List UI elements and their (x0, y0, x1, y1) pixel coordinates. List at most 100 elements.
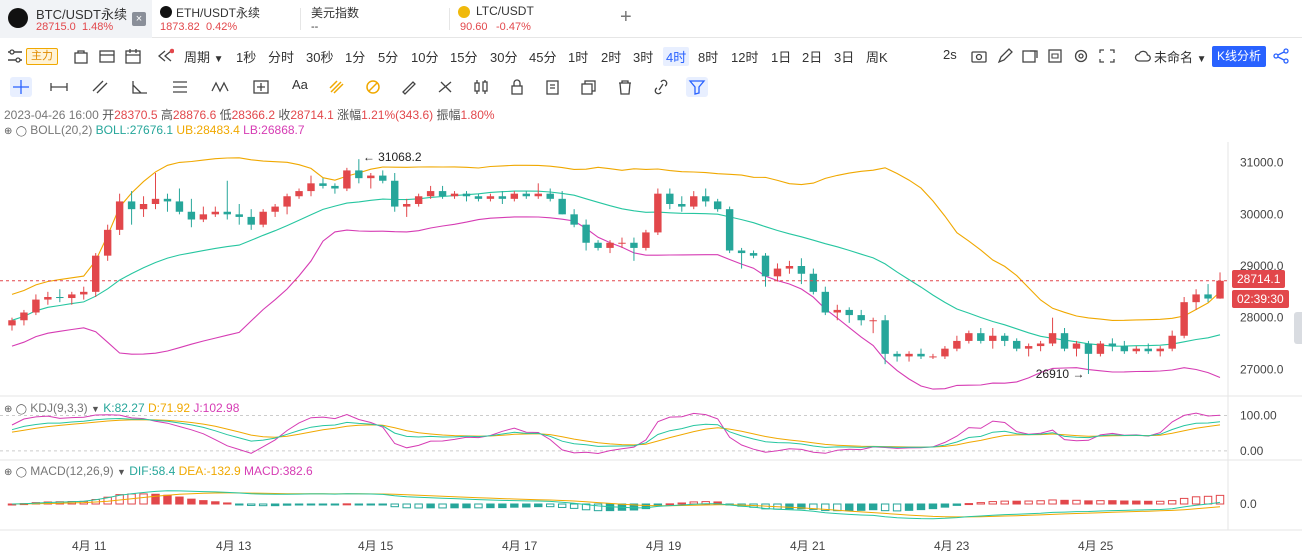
chevron-down-icon[interactable]: ▼ (117, 467, 126, 477)
macd-histogram-bar (569, 503, 579, 509)
period-3h[interactable]: 3时 (633, 50, 654, 65)
chart-area[interactable]: 31000.0 30000.0 29000.0 28000.0 27000.0 ← 310… (0, 102, 1302, 558)
macd-histogram-bar (868, 503, 878, 511)
tab-ltc-usdt[interactable]: LTC/USDT 90.60 -0.47% (450, 0, 600, 38)
parallel-channel-icon[interactable] (91, 79, 109, 95)
period-4h[interactable]: 4时 (663, 47, 690, 66)
tab-usd-index[interactable]: 美元指数 -- (301, 0, 449, 38)
ruler-icon[interactable] (400, 79, 418, 95)
period-timeshare[interactable]: 分时 (268, 50, 295, 65)
close-tab-icon[interactable]: × (132, 12, 146, 26)
period-12h[interactable]: 12时 (731, 50, 759, 65)
collapse-icon[interactable]: ⊕ (4, 126, 13, 137)
bell-icon[interactable]: ◯ (15, 467, 27, 478)
screenshot-icon[interactable] (1046, 48, 1064, 64)
boll-legend[interactable]: ⊕ ◯ BOLL(20,2) BOLL:27676.1 UB:28483.4 L… (4, 123, 305, 137)
kdj-d-line (11, 419, 1221, 448)
refresh-interval[interactable]: 2s (943, 47, 957, 62)
candle-style-icon[interactable] (472, 79, 490, 95)
main-contract-badge[interactable]: 主力 (26, 48, 58, 65)
calendar-icon[interactable] (124, 48, 142, 64)
shopping-bag-icon[interactable] (72, 48, 90, 64)
macd-histogram-bar (390, 503, 399, 508)
filter-icon[interactable] (686, 77, 708, 97)
settings-sliders-icon[interactable] (6, 48, 24, 64)
hide-drawings-icon[interactable] (436, 79, 454, 95)
tab-eth-usdt[interactable]: ETH/USDT永续 1873.82 0.42% (152, 0, 300, 38)
macd-histogram-bar (211, 501, 220, 505)
edit-note-icon[interactable] (544, 79, 562, 95)
kdj-legend[interactable]: ⊕ ◯ KDJ(9,3,3) ▼ K:82.27 D:71.92 J:102.9… (4, 401, 239, 415)
cloud-icon[interactable] (1134, 48, 1152, 64)
period-1s[interactable]: 1秒 (236, 50, 257, 65)
copy-icon[interactable] (580, 79, 598, 95)
period-1d[interactable]: 1日 (771, 50, 792, 65)
text-tool-button[interactable]: Aa (292, 77, 308, 92)
period-30s[interactable]: 30秒 (306, 50, 334, 65)
macd-histogram-bar (235, 503, 244, 506)
period-15m[interactable]: 15分 (450, 50, 478, 65)
wave-pattern-icon[interactable] (211, 79, 229, 95)
share-icon[interactable] (1272, 48, 1290, 64)
period-dropdown[interactable]: 周期 ▼ (184, 47, 224, 66)
chevron-down-icon[interactable]: ▼ (90, 404, 100, 414)
candle-body (1180, 302, 1188, 336)
candle-body (139, 204, 148, 210)
macd-dif: DIF:58.4 (129, 464, 176, 478)
candlestick-chart[interactable]: 31000.0 30000.0 29000.0 28000.0 27000.0 ← 310… (0, 102, 1302, 558)
period-10m[interactable]: 10分 (411, 50, 439, 65)
gear-icon[interactable] (1072, 48, 1090, 64)
tab-btc-name: BTC/USDT永续 (36, 7, 128, 22)
angle-tool-icon[interactable] (131, 79, 149, 95)
candle-body (989, 335, 997, 341)
trash-icon[interactable] (616, 79, 634, 95)
high-value: 28876.6 (172, 108, 217, 122)
macd-histogram-bar (797, 503, 806, 510)
bell-icon[interactable]: ◯ (15, 126, 27, 137)
boll-lb: LB:26868.7 (243, 123, 305, 137)
tab-usd-name: 美元指数 (311, 6, 360, 20)
measure-box-icon[interactable] (252, 79, 270, 95)
collapse-icon[interactable]: ⊕ (4, 467, 13, 478)
magnet-strong-icon[interactable] (364, 79, 382, 95)
bell-icon[interactable]: ◯ (15, 404, 27, 415)
period-1h[interactable]: 1时 (568, 50, 589, 65)
collapse-icon[interactable]: ⊕ (4, 404, 13, 415)
period-2d[interactable]: 2日 (802, 50, 823, 65)
fullscreen-icon[interactable] (1098, 48, 1116, 64)
candle-body (115, 201, 124, 230)
macd-legend[interactable]: ⊕ ◯ MACD(12,26,9) ▼ DIF:58.4 DEA:-132.9 … (4, 464, 313, 478)
period-3d[interactable]: 3日 (834, 50, 855, 65)
macd-histogram-bar (402, 503, 411, 509)
camera-icon[interactable] (970, 48, 988, 64)
period-5m[interactable]: 5分 (378, 50, 399, 65)
period-45m[interactable]: 45分 (529, 50, 557, 65)
fibonacci-icon[interactable] (171, 79, 189, 95)
magnet-icon[interactable] (328, 79, 346, 95)
horizontal-line-icon[interactable] (50, 79, 68, 95)
lock-icon[interactable] (508, 79, 526, 95)
side-panel-handle[interactable] (1294, 312, 1302, 344)
crosshair-icon[interactable] (10, 77, 32, 97)
tab-eth-price: 1873.82 (160, 21, 200, 33)
candle-body (809, 273, 818, 292)
pencil-icon[interactable] (996, 48, 1014, 64)
popout-icon[interactable] (1021, 48, 1039, 64)
add-tab-button[interactable]: + (620, 6, 632, 28)
period-1m[interactable]: 1分 (345, 50, 366, 65)
link-icon[interactable] (652, 79, 670, 95)
candle-body (821, 291, 830, 313)
period-toolbar: 主力 周期 ▼ 1秒 分时 30秒 1分 5分 10分 15分 30分 45分 … (0, 41, 1302, 71)
tab-btc-usdt[interactable]: BTC/USDT永续 28715.0 1.48% × (0, 0, 152, 38)
rewind-icon[interactable] (156, 48, 174, 64)
candle-body (235, 214, 243, 217)
period-weekly[interactable]: 周K (866, 50, 888, 65)
candle-body (654, 193, 662, 233)
kline-analysis-button[interactable]: K线分析 (1212, 46, 1267, 67)
period-8h[interactable]: 8时 (698, 50, 719, 65)
wallet-icon[interactable] (98, 48, 116, 64)
period-30m[interactable]: 30分 (490, 50, 518, 65)
period-2h[interactable]: 2时 (601, 50, 622, 65)
layout-name-dropdown[interactable]: 未命名 ▼ (1154, 47, 1207, 66)
macd-histogram-bar (845, 503, 854, 512)
